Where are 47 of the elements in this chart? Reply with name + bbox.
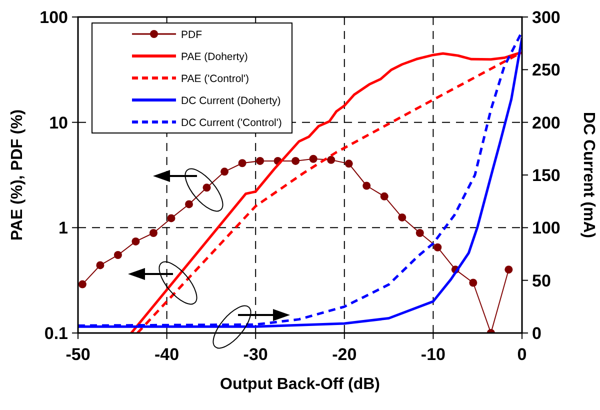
point <box>380 192 388 200</box>
x-tick-label: -20 <box>332 345 357 364</box>
point <box>96 261 104 270</box>
x-tick-label: -40 <box>154 345 180 364</box>
y2-tick-label: 100 <box>532 218 560 238</box>
legend-label: PAE ('Control') <box>181 73 249 85</box>
point <box>469 278 478 287</box>
y-tick-label: 100 <box>40 8 68 27</box>
y2-tick-label: 50 <box>532 271 551 290</box>
point <box>398 213 406 222</box>
y2-tick-label: 300 <box>532 8 560 27</box>
x-tick-label: -10 <box>420 345 446 364</box>
point <box>504 266 513 274</box>
y2-tick-label: 200 <box>532 113 560 132</box>
point <box>132 237 140 246</box>
y-tick-label: 1 <box>58 218 68 238</box>
point <box>309 154 318 163</box>
y-tick-label: 0.1 <box>44 324 68 343</box>
legend-label: DC Current (Doherty) <box>181 95 281 107</box>
x-tick-label: -30 <box>243 345 268 364</box>
point <box>434 243 442 252</box>
y2-tick-label: 0 <box>532 324 542 343</box>
point <box>202 184 211 192</box>
legend-label: PAE (Doherty) <box>181 51 248 63</box>
x-axis-title: Output Back-Off (dB) <box>220 376 380 393</box>
point <box>256 156 264 165</box>
y-tick-label: 10 <box>49 113 68 132</box>
point <box>416 229 424 237</box>
legend-label: PDF <box>181 29 202 41</box>
x-tick-label: -50 <box>66 345 90 364</box>
point <box>114 251 122 260</box>
x-tick-label: 0 <box>517 345 527 364</box>
point <box>78 280 86 288</box>
point <box>238 159 246 168</box>
point <box>149 229 158 237</box>
legend-label: DC Current ('Control') <box>181 117 282 129</box>
point <box>327 156 336 164</box>
point <box>220 168 229 176</box>
point <box>185 200 193 208</box>
point <box>362 182 371 190</box>
y2-tick-label: 250 <box>532 60 560 80</box>
y2-axis-title: DC Current (mA) <box>580 112 597 238</box>
point <box>344 160 353 168</box>
y2-tick-label: 150 <box>532 166 560 185</box>
y-axis-title: PAE (%), PDF (%) <box>9 109 26 241</box>
point <box>167 214 176 222</box>
point <box>292 156 300 165</box>
